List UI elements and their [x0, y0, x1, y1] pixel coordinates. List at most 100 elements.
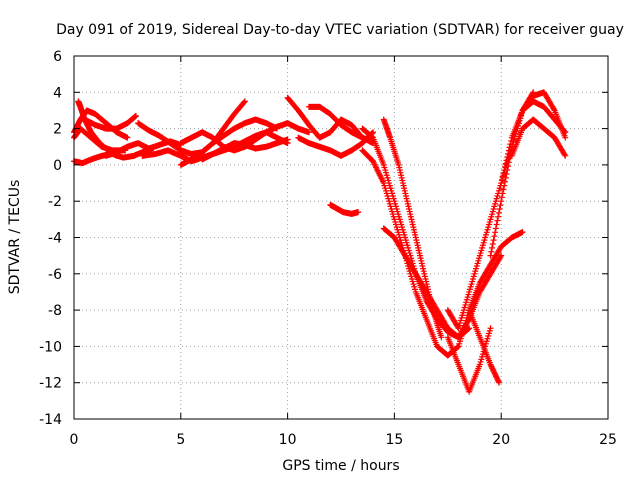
data-point [502, 178, 509, 185]
data-point [507, 141, 514, 148]
data-point [508, 137, 515, 144]
data-point [562, 129, 569, 136]
x-tick-label: 15 [385, 432, 403, 448]
data-point [489, 244, 496, 251]
y-tick-label: 4 [53, 85, 62, 101]
data-point [500, 186, 507, 193]
series-track-w [455, 229, 526, 350]
data-point [495, 213, 502, 220]
series-track-y [498, 98, 569, 187]
series-track-x [487, 89, 569, 259]
series-track-v [466, 307, 503, 386]
data-point [284, 136, 291, 143]
data-point [465, 325, 472, 332]
data-point [505, 147, 512, 154]
y-tick-label: 0 [53, 158, 62, 174]
data-point [438, 334, 445, 341]
x-tick-labels: 0 5 10 15 20 25 [70, 432, 617, 448]
data-point [493, 221, 500, 228]
data-point [502, 174, 509, 181]
series-track-i [177, 116, 280, 168]
data-point [498, 194, 505, 201]
series-track-u [444, 325, 494, 395]
y-tick-label: 6 [53, 49, 62, 65]
data-point [550, 106, 557, 113]
data-point [561, 128, 568, 135]
data-point [506, 144, 513, 151]
data-point [489, 240, 496, 247]
chart-title: Day 091 of 2019, Sidereal Day-to-day VTE… [56, 22, 624, 38]
data-point [495, 209, 502, 216]
series-track-k [199, 136, 291, 163]
data-point [495, 378, 502, 385]
series-track-z [508, 116, 569, 159]
data-point [498, 176, 505, 183]
data-point [499, 190, 506, 197]
y-tick-label: -4 [48, 231, 62, 247]
data-point [488, 248, 495, 255]
data-point [502, 160, 509, 167]
series-track-n [305, 103, 377, 145]
data-point [498, 180, 505, 187]
y-tick-label: -12 [39, 376, 62, 392]
axis-ticks [73, 55, 609, 420]
data-point [490, 237, 497, 244]
data-point [562, 152, 569, 159]
y-tick-label: -2 [48, 194, 62, 210]
data-point [496, 379, 503, 386]
data-point [503, 170, 510, 177]
data-point [492, 225, 499, 232]
data-point [499, 173, 506, 180]
x-tick-label: 10 [279, 432, 297, 448]
data-point [498, 252, 505, 259]
data-point [519, 229, 526, 236]
data-point [500, 170, 507, 177]
data-point [355, 209, 362, 216]
series-track-e [81, 112, 139, 132]
grid-lines [74, 56, 608, 419]
y-tick-label: 2 [53, 122, 62, 138]
data-point [132, 112, 139, 119]
y-tick-label: -14 [39, 412, 62, 428]
data-point [498, 198, 505, 205]
series-track-p [359, 125, 473, 341]
data-marks [71, 89, 569, 395]
data-point [487, 325, 494, 332]
series-track-o [327, 201, 362, 217]
data-point [501, 167, 508, 174]
x-tick-label: 0 [70, 432, 79, 448]
data-point [241, 99, 248, 106]
data-point [503, 157, 510, 164]
data-point [561, 151, 568, 158]
y-axis-label: SDTVAR / TECUs [7, 180, 23, 295]
series-track-t [444, 89, 537, 332]
data-point [492, 229, 499, 236]
data-point [124, 134, 131, 141]
y-tick-labels: -14 -12 -10 -8 -6 -4 -2 0 2 4 6 [39, 49, 62, 428]
data-point [497, 253, 504, 260]
y-tick-label: -8 [48, 303, 62, 319]
data-point [496, 205, 503, 212]
data-point [454, 344, 461, 351]
data-point [494, 217, 501, 224]
data-point [502, 163, 509, 170]
data-point [491, 233, 498, 240]
series-track-f [103, 138, 184, 159]
data-point [501, 182, 508, 189]
data-point [487, 252, 494, 259]
x-axis-label: GPS time / hours [282, 458, 399, 474]
data-point [504, 154, 511, 161]
data-point [562, 134, 569, 141]
x-tick-label: 25 [599, 432, 617, 448]
data-point [241, 98, 248, 105]
series-track-s [380, 225, 505, 341]
x-tick-label: 5 [176, 432, 185, 448]
data-point [466, 325, 473, 332]
data-point [305, 129, 312, 136]
y-tick-label: -10 [39, 339, 62, 355]
y-tick-label: -6 [48, 267, 62, 283]
x-tick-label: 20 [492, 432, 510, 448]
series-track-q [380, 116, 445, 341]
data-point [370, 129, 377, 136]
